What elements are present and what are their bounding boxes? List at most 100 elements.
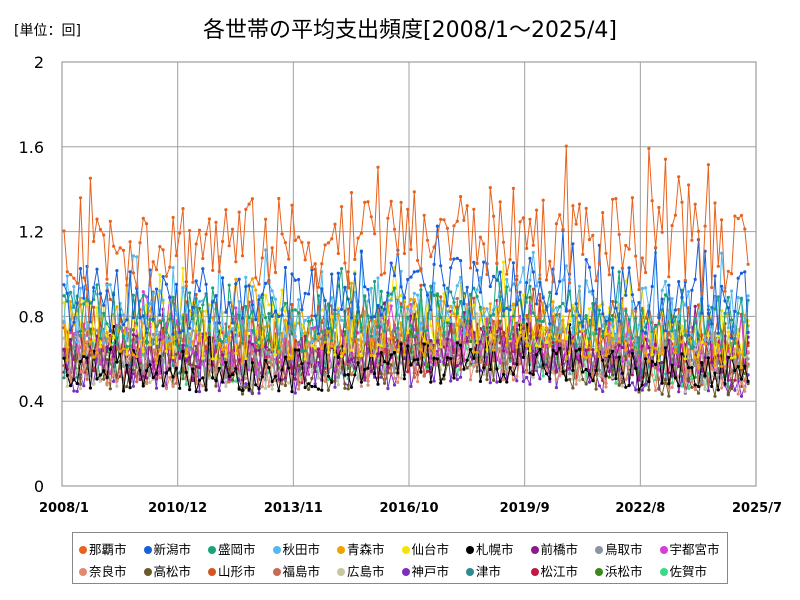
data-point [541, 325, 545, 330]
data-point [112, 379, 116, 383]
data-point [257, 282, 261, 286]
data-point [264, 345, 268, 349]
data-point [584, 367, 588, 372]
data-point [455, 284, 459, 288]
data-point [508, 356, 512, 360]
data-point [359, 339, 363, 343]
data-point [148, 380, 152, 385]
legend-item: 鳥取市 [595, 539, 643, 558]
data-point [584, 382, 588, 386]
data-point [435, 318, 439, 322]
data-point [716, 295, 720, 299]
data-point [611, 318, 615, 322]
data-point [587, 238, 592, 242]
data-point [412, 347, 416, 351]
data-point [293, 308, 297, 312]
data-point [92, 305, 96, 309]
data-point [201, 384, 205, 388]
data-point [521, 327, 526, 331]
data-point [528, 371, 532, 375]
data-point [544, 305, 549, 309]
data-point [105, 383, 109, 387]
data-point [706, 334, 711, 338]
data-point [650, 373, 654, 377]
data-point [455, 219, 459, 223]
data-point [141, 384, 145, 388]
data-point [184, 354, 188, 358]
data-point [419, 288, 423, 292]
data-point [459, 361, 463, 365]
data-point [307, 241, 311, 245]
data-point [217, 342, 221, 347]
legend-item: 新潟市 [143, 539, 191, 558]
data-point [478, 235, 482, 239]
data-point [376, 276, 380, 280]
data-point [138, 368, 142, 372]
data-point [247, 202, 251, 206]
data-point [485, 378, 489, 382]
data-point [105, 361, 109, 365]
data-point [297, 277, 301, 282]
data-point [680, 295, 684, 299]
data-point [402, 295, 406, 300]
data-point [587, 290, 592, 294]
data-point [677, 314, 681, 319]
data-point [240, 361, 245, 365]
data-point [323, 298, 327, 303]
data-point [511, 261, 515, 265]
legend-label: 佐賀市 [669, 564, 708, 579]
data-point [654, 324, 658, 328]
data-point [406, 315, 410, 319]
data-point [290, 371, 294, 376]
data-point [604, 385, 608, 389]
data-point [654, 366, 658, 370]
data-point [313, 262, 317, 266]
data-point [234, 351, 238, 355]
data-point [558, 374, 562, 378]
data-point [95, 328, 99, 332]
data-point [280, 382, 284, 386]
data-point [528, 382, 532, 386]
data-point [726, 355, 730, 359]
data-point [630, 336, 635, 340]
data-point [521, 317, 526, 321]
data-point [498, 323, 502, 328]
data-point [508, 366, 512, 370]
data-point [634, 316, 638, 320]
data-point [72, 276, 76, 280]
data-point [379, 313, 383, 317]
data-point [733, 369, 737, 373]
data-point [465, 366, 469, 370]
data-point [568, 281, 572, 285]
data-point [472, 303, 476, 307]
data-point [680, 368, 684, 372]
data-point [478, 290, 482, 294]
y-tick-label: 1.2 [19, 223, 44, 242]
data-point [439, 295, 443, 299]
data-point [677, 280, 681, 284]
data-point [230, 373, 235, 377]
data-point [138, 359, 142, 363]
data-point [161, 384, 165, 388]
data-point [515, 277, 519, 282]
data-point [617, 319, 621, 323]
data-point [743, 270, 747, 274]
data-point [138, 377, 142, 382]
data-point [538, 280, 542, 284]
data-point [151, 292, 155, 296]
data-point [696, 229, 701, 233]
data-point [340, 205, 344, 209]
data-point [273, 374, 278, 378]
data-point [340, 354, 344, 358]
data-point [660, 361, 664, 365]
legend-swatch [143, 546, 152, 554]
data-point [125, 345, 129, 349]
data-point [462, 340, 466, 344]
data-point [492, 214, 496, 218]
data-point [105, 283, 109, 287]
data-point [429, 360, 433, 364]
data-point [257, 298, 261, 302]
data-point [260, 375, 264, 379]
data-point [105, 322, 109, 326]
legend-swatch [337, 568, 345, 576]
